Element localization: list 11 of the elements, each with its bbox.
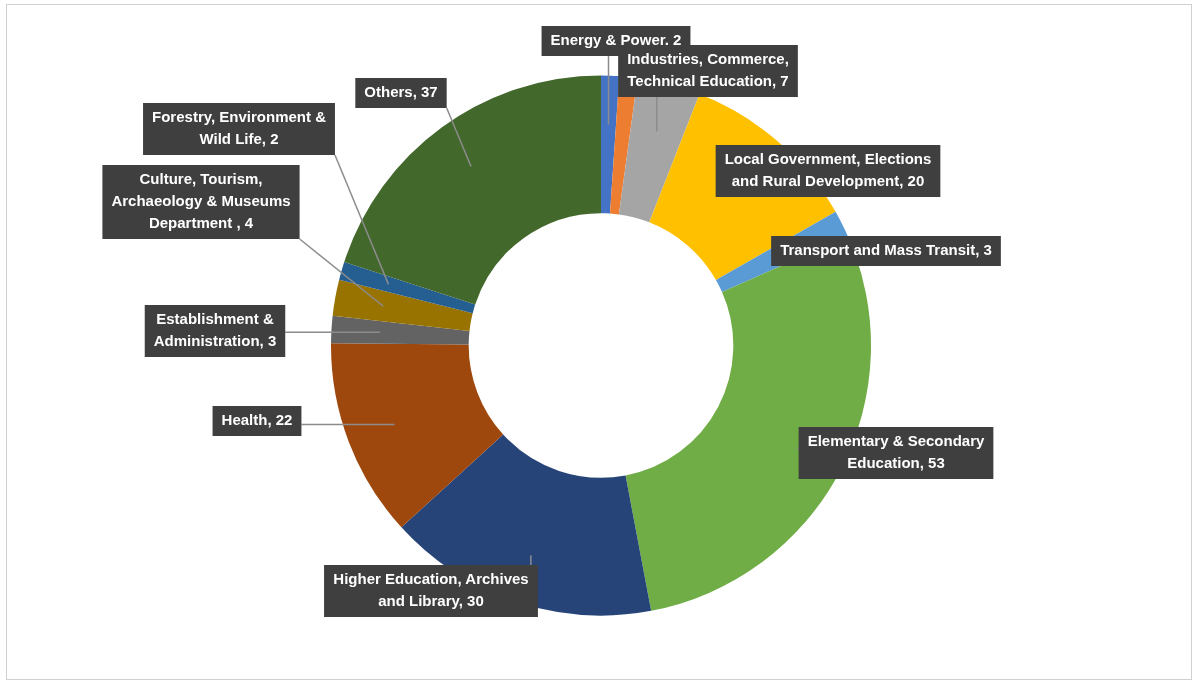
- slice-label: Local Government, Elections and Rural Development, 20: [724, 150, 932, 190]
- slice-label: Forestry, Environment & Wild Life, 2: [152, 108, 327, 148]
- slice-label: Health, 22: [221, 411, 293, 429]
- slice-label: Industries, Commerce, Technical Education, 7: [627, 50, 789, 90]
- slice-label: Transport and Mass Transit, 3: [780, 241, 992, 259]
- slice-label: Establishment & Administration, 3: [153, 310, 277, 350]
- slice-label: Others, 37: [364, 83, 438, 101]
- slice-label: Elementary & Secondary Education, 53: [807, 432, 986, 472]
- slice-label: Culture, Tourism, Archaeology & Museums Department , 4: [111, 170, 291, 232]
- slice-label: Energy & Power, 2: [550, 31, 682, 49]
- slice-label: Higher Education, Archives and Library, 30: [333, 570, 529, 610]
